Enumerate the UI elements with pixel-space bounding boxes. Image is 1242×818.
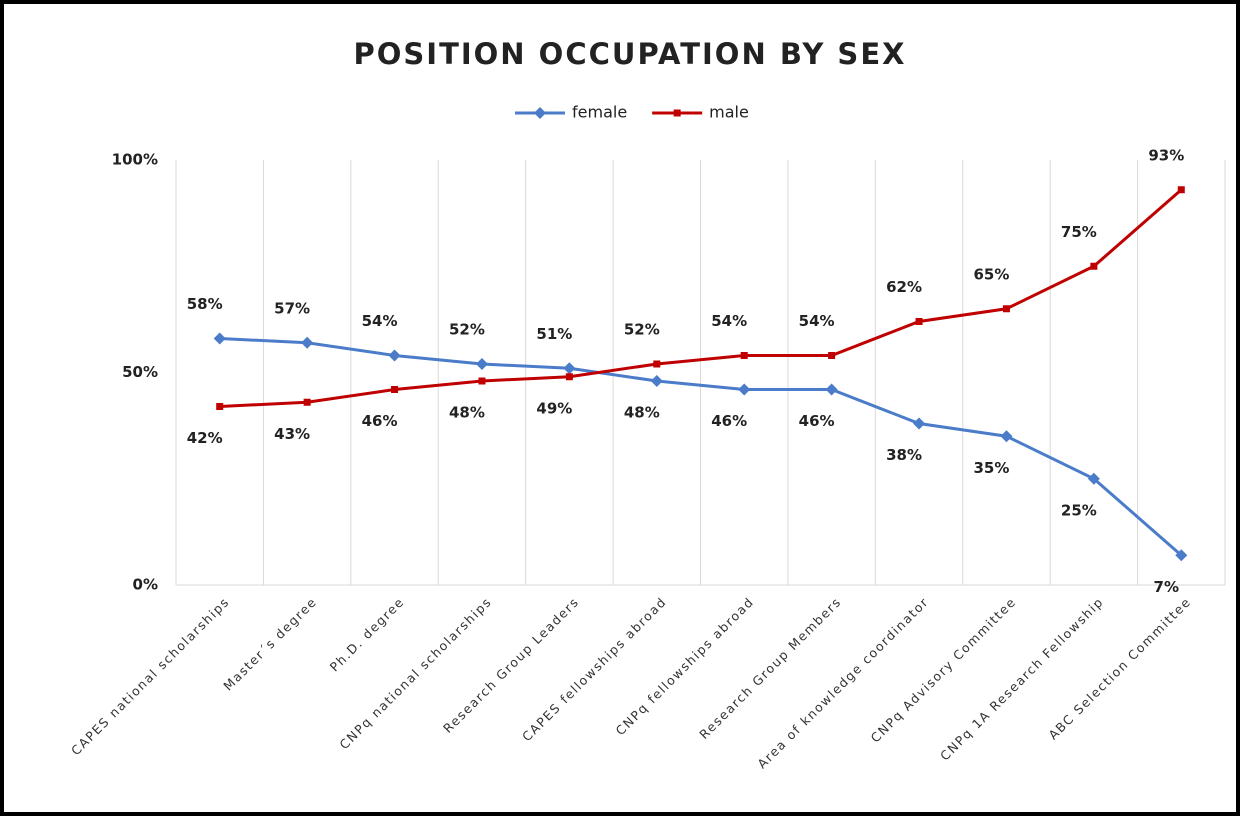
data-label: 46% [711, 412, 747, 430]
data-label: 25% [1061, 501, 1097, 519]
y-tick-label: 50% [122, 363, 158, 381]
legend-marker [673, 109, 681, 117]
data-label: 65% [974, 265, 1010, 283]
data-label: 7% [1154, 578, 1179, 596]
data-label: 57% [274, 299, 310, 317]
marker [1000, 430, 1013, 443]
marker [213, 332, 226, 345]
marker [1090, 262, 1098, 270]
data-label: 52% [624, 321, 660, 339]
marker [738, 383, 751, 396]
data-label: 52% [449, 321, 485, 339]
marker [475, 358, 488, 370]
data-label: 54% [362, 312, 398, 330]
marker [650, 375, 663, 387]
marker [1175, 549, 1188, 562]
marker [216, 403, 224, 410]
data-label: 38% [886, 446, 922, 464]
legend-marker [534, 107, 546, 119]
y-tick-label: 0% [133, 576, 158, 594]
marker [478, 377, 486, 385]
marker [828, 352, 836, 359]
marker [303, 398, 311, 406]
data-label: 93% [1148, 146, 1184, 164]
marker [913, 417, 926, 430]
marker [301, 336, 314, 349]
marker [1002, 305, 1010, 313]
data-label: 46% [799, 412, 835, 430]
marker [740, 352, 748, 359]
data-label: 42% [187, 429, 223, 447]
data-label: 75% [1061, 223, 1097, 241]
series-line [219, 337, 1183, 557]
data-label: 62% [886, 278, 922, 296]
marker [825, 383, 838, 396]
data-label: 58% [187, 295, 223, 313]
data-label: 35% [974, 459, 1010, 477]
marker [1087, 472, 1100, 485]
marker [563, 362, 576, 375]
marker [391, 386, 399, 393]
data-label: 43% [274, 425, 310, 443]
marker [388, 349, 401, 362]
legend-label: female [572, 103, 627, 122]
data-label: 51% [536, 325, 572, 343]
data-label: 48% [449, 404, 485, 422]
series-line [219, 188, 1183, 408]
chart-title: POSITION OCCUPATION BY SEX [354, 37, 907, 71]
marker [653, 360, 661, 368]
data-label: 48% [624, 404, 660, 422]
marker [915, 318, 923, 325]
data-label: 46% [362, 412, 398, 430]
marker [1177, 186, 1185, 194]
data-label: 54% [799, 312, 835, 330]
legend-label: male [709, 103, 749, 122]
y-tick-label: 100% [112, 151, 158, 169]
marker [565, 373, 573, 381]
data-label: 54% [711, 312, 747, 330]
data-label: 49% [536, 399, 572, 417]
